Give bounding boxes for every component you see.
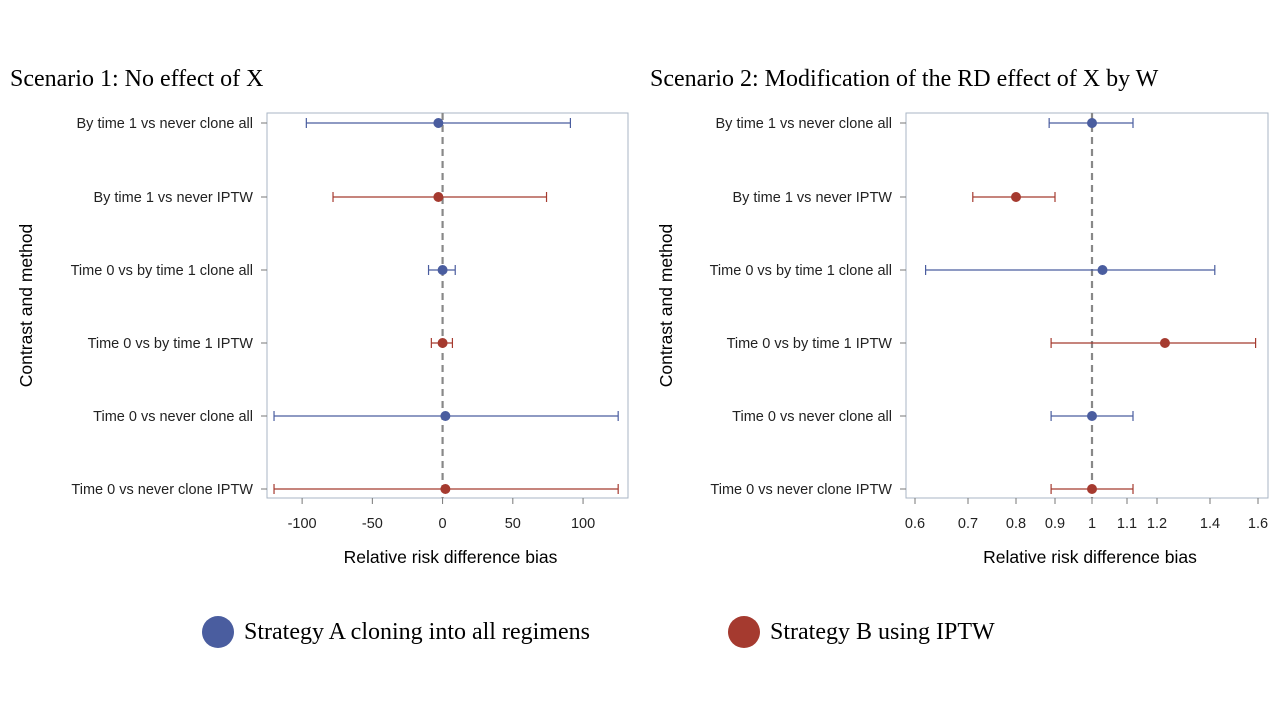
chart1-point-estimate — [440, 484, 451, 494]
chart2-xtick-label: 1.1 — [1117, 516, 1137, 532]
chart1-category-label: By time 1 vs never IPTW — [93, 190, 253, 206]
chart2-category-label: Time 0 vs never clone IPTW — [710, 482, 892, 498]
chart1-y-axis-label: Contrast and method — [16, 224, 36, 387]
chart2-xtick-label: 0.9 — [1045, 516, 1065, 532]
chart1-category-label: Time 0 vs never clone all — [93, 409, 253, 425]
chart2-xtick-label: 0.6 — [905, 516, 925, 532]
chart1-xtick-label: -50 — [362, 516, 383, 532]
chart1-group: -100 -50 0 50 100 Relative risk difference bi… — [16, 112, 629, 567]
chart2-category-label: Time 0 vs by time 1 clone all — [710, 263, 892, 279]
chart1-point-estimate — [437, 338, 448, 348]
chart2-category-label: Time 0 vs by time 1 IPTW — [727, 336, 893, 352]
chart2-xtick-label: 1.4 — [1200, 516, 1220, 532]
chart2-y-axis-label: Contrast and method — [656, 224, 676, 387]
chart2-xtick-label: 0.8 — [1006, 516, 1026, 532]
legend-label-strategy-b: Strategy B using IPTW — [770, 618, 995, 645]
chart1-category-label: Time 0 vs never clone IPTW — [71, 482, 253, 498]
chart1-point-estimate — [433, 192, 444, 202]
chart2-xtick-label: 1.2 — [1147, 516, 1167, 532]
legend-item-strategy-b: Strategy B using IPTW — [728, 614, 995, 650]
chart2-point-estimate — [1159, 338, 1170, 348]
chart1-point-estimate — [440, 411, 451, 421]
chart2-point-estimate — [1087, 484, 1097, 494]
chart2-point-estimate — [1087, 411, 1097, 421]
chart2-xtick-label: 1.6 — [1248, 516, 1268, 532]
chart1-point-estimate — [437, 265, 448, 275]
chart2-point-estimate — [1097, 265, 1108, 275]
chart2-title: Scenario 2: Modification of the RD effec… — [650, 66, 1159, 92]
legend-label-strategy-a: Strategy A cloning into all regimens — [244, 618, 590, 645]
chart2-x-axis-label: Relative risk difference bias — [983, 547, 1197, 567]
chart1-xtick-label: 50 — [505, 516, 521, 532]
chart2-frame — [905, 112, 1269, 499]
chart1-xtick-label: 100 — [571, 516, 595, 532]
chart1-point-estimate — [433, 118, 444, 128]
chart1-title: Scenario 1: No effect of X — [10, 66, 264, 92]
chart1-x-axis-label: Relative risk difference bias — [344, 547, 558, 567]
chart1-xtick-label: -100 — [288, 516, 317, 532]
chart1-frame — [266, 112, 629, 499]
chart1-xtick-label: 0 — [439, 516, 447, 532]
chart2-group: 0.6 0.7 0.8 0.9 1 1.1 1.2 1.4 1.6 Relative risk d… — [656, 112, 1269, 567]
legend-item-strategy-a: Strategy A cloning into all regimens — [202, 614, 590, 650]
chart1-category-label: By time 1 vs never clone all — [77, 116, 254, 132]
legend-marker-strategy-b — [728, 616, 760, 648]
legend-marker-strategy-a — [202, 616, 234, 648]
chart2-xtick-label: 1 — [1088, 516, 1096, 532]
chart2-category-label: By time 1 vs never IPTW — [732, 190, 892, 206]
chart2-xtick-label: 0.7 — [958, 516, 978, 532]
chart2-point-estimate — [1087, 118, 1097, 128]
chart2-category-label: Time 0 vs never clone all — [732, 409, 892, 425]
chart1-category-label: Time 0 vs by time 1 clone all — [71, 263, 253, 279]
chart2-point-estimate — [1011, 192, 1021, 202]
chart2-category-label: By time 1 vs never clone all — [716, 116, 893, 132]
chart1-category-label: Time 0 vs by time 1 IPTW — [88, 336, 254, 352]
